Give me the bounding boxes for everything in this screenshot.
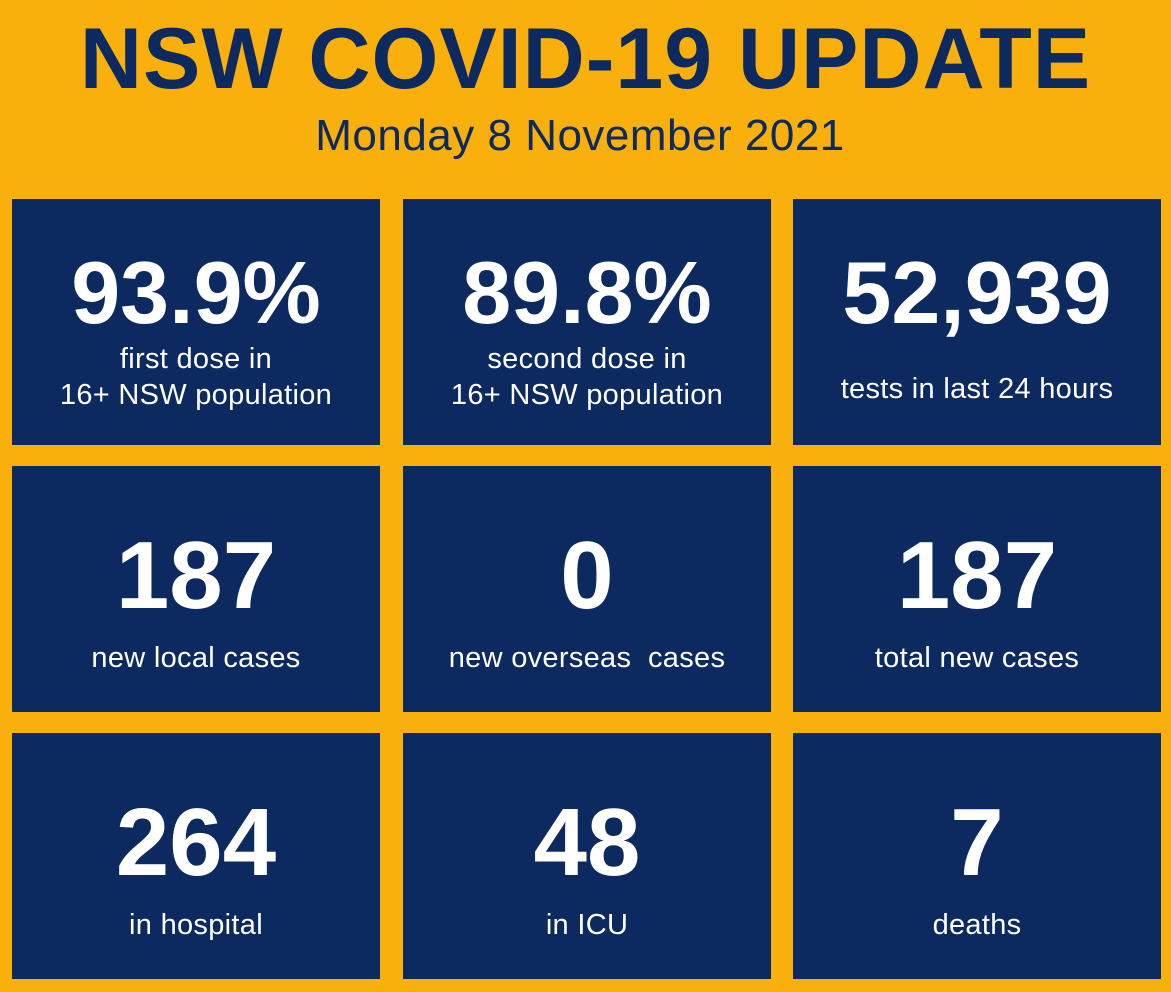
- stat-label-line: deaths: [932, 909, 1022, 941]
- stat-label: in ICU: [403, 907, 771, 943]
- stat-tile-icu: 48 in ICU: [403, 733, 771, 979]
- stat-value: 264: [115, 789, 277, 896]
- stat-value: 187: [896, 522, 1058, 629]
- stat-label-line: in ICU: [545, 909, 629, 941]
- stat-label-line: in hospital: [129, 909, 263, 941]
- stat-tile-local-cases: 187 new local cases: [12, 466, 380, 712]
- stat-label: in hospital: [12, 907, 380, 943]
- page-title: NSW COVID-19 UPDATE: [79, 11, 1092, 107]
- stat-label-line: new local cases: [91, 642, 301, 674]
- stat-tile-total-cases: 187 total new cases: [793, 466, 1161, 712]
- stat-label-line: 16+ NSW population: [450, 379, 724, 411]
- stat-value: 7: [950, 789, 1004, 896]
- stat-value: 187: [115, 522, 277, 629]
- stat-label-line: tests in last 24 hours: [840, 373, 1114, 405]
- stat-label: deaths: [793, 907, 1161, 943]
- stat-value: 48: [533, 789, 641, 896]
- stat-label: first dose in 16+ NSW population: [12, 341, 380, 413]
- stat-label: second dose in 16+ NSW population: [403, 341, 771, 413]
- stat-value: 0: [560, 522, 614, 629]
- stat-label-line: total new cases: [874, 642, 1080, 674]
- stat-tile-hospital: 264 in hospital: [12, 733, 380, 979]
- update-date: Monday 8 November 2021: [315, 111, 845, 160]
- stat-tile-first-dose: 93.9% first dose in 16+ NSW population: [12, 199, 380, 445]
- stat-value: 89.8%: [462, 243, 712, 342]
- stat-label-line: second dose in: [487, 343, 687, 375]
- stat-tile-tests: 52,939 tests in last 24 hours: [793, 199, 1161, 445]
- stat-tile-second-dose: 89.8% second dose in 16+ NSW population: [403, 199, 771, 445]
- stat-tile-overseas-cases: 0 new overseas cases: [403, 466, 771, 712]
- stat-label: new overseas cases: [403, 640, 771, 676]
- stat-label: total new cases: [793, 640, 1161, 676]
- stat-label: new local cases: [12, 640, 380, 676]
- stat-label-line: new overseas cases: [448, 642, 726, 674]
- stat-label-line: first dose in: [119, 343, 273, 375]
- stat-value: 52,939: [842, 243, 1112, 342]
- stat-value: 93.9%: [71, 243, 321, 342]
- stat-label-line: 16+ NSW population: [59, 379, 333, 411]
- stat-label: tests in last 24 hours: [793, 371, 1161, 407]
- stat-tile-deaths: 7 deaths: [793, 733, 1161, 979]
